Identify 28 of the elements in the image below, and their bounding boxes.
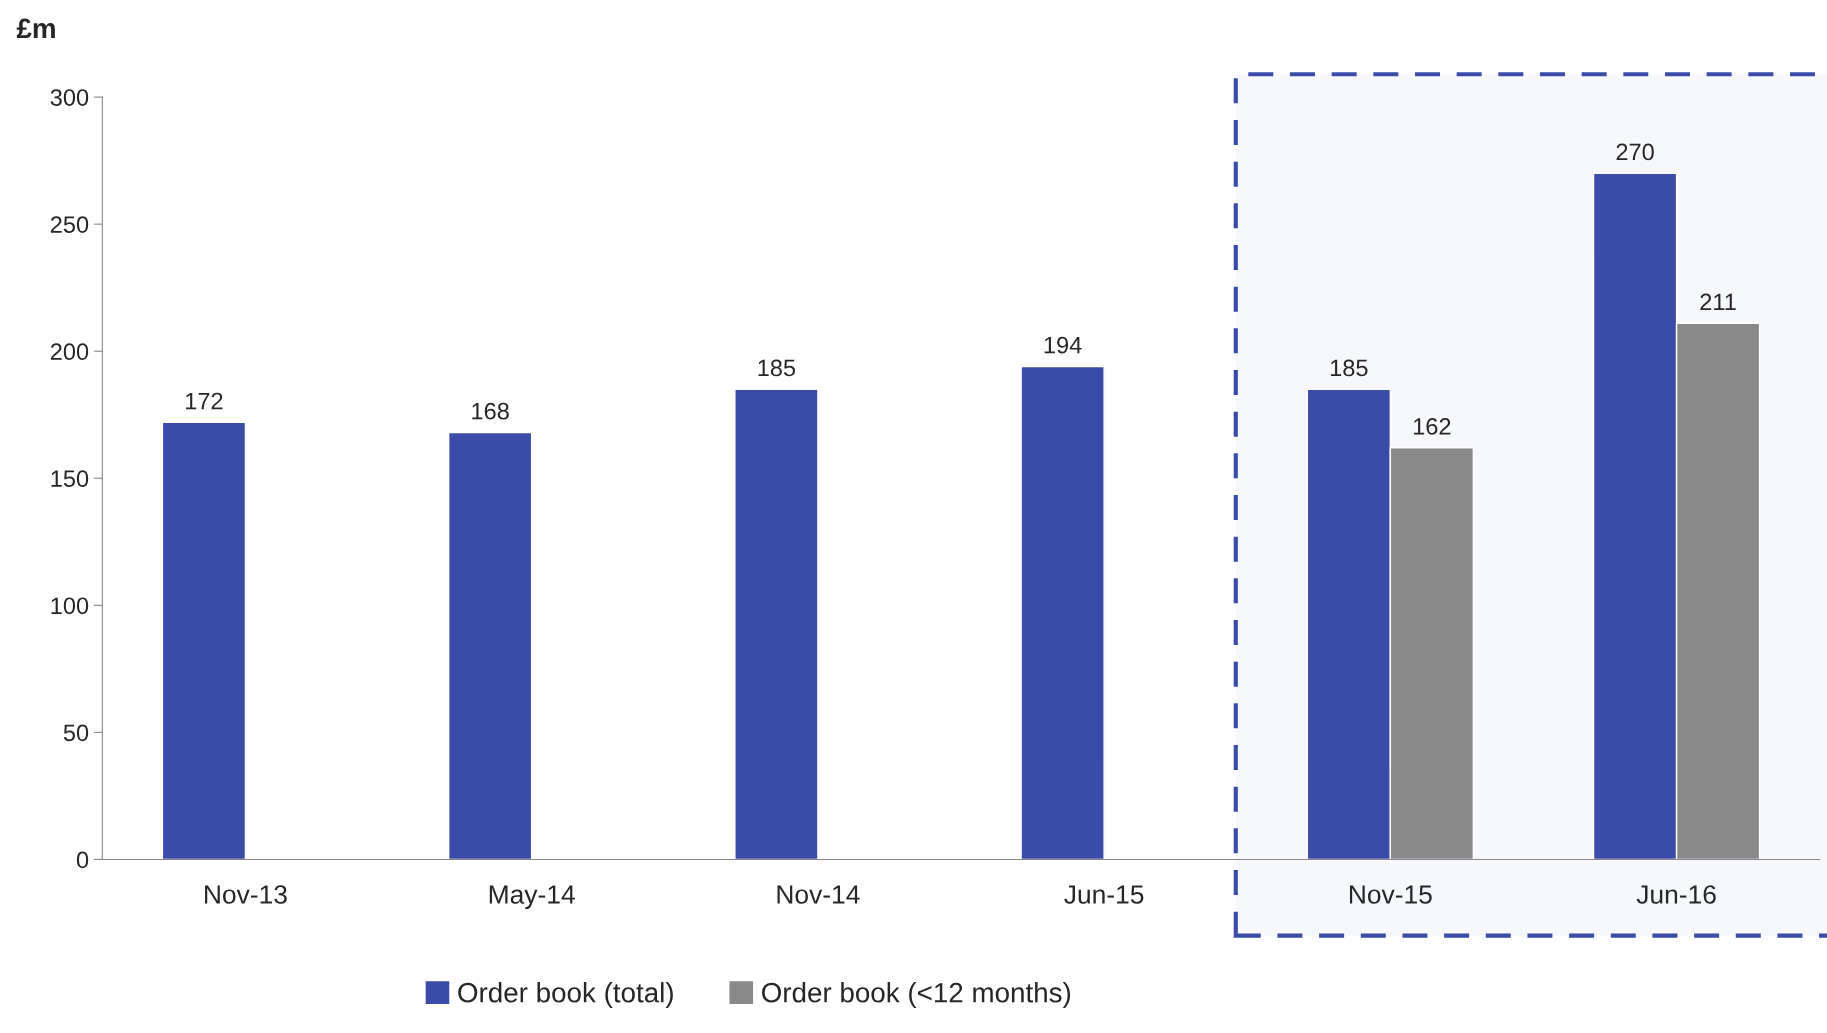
bar [1020,365,1105,860]
x-tick-label: Jun-15 [1064,885,1144,904]
data-label: 211 [1700,293,1736,311]
y-tick-label: 150 [51,470,89,488]
bar [734,388,819,860]
bar [161,421,247,860]
x-tick-label: Jun-16 [1636,885,1716,904]
x-tick-label: May-14 [489,885,575,910]
y-axis-title: £m [16,18,55,38]
data-label: 270 [1616,143,1654,161]
x-tick-label: Nov-14 [777,885,860,904]
data-label: 162 [1413,418,1451,435]
y-tick-label: 50 [63,724,89,742]
legend-label: Order book (<12 months) [762,982,1071,1008]
data-label: 185 [758,359,796,377]
x-tick-label: Nov-13 [205,885,287,904]
data-label: 172 [186,392,223,410]
y-tick-label: 0 [76,851,89,869]
data-label: 168 [472,402,509,420]
y-tick-label: 300 [50,89,89,106]
legend-label: Order book (total) [458,982,673,1008]
bar [447,431,533,860]
y-tick-label: 100 [51,597,89,615]
x-tick-label: Nov-15 [1349,885,1432,904]
data-label: 185 [1330,359,1368,377]
y-tick-label: 250 [50,216,89,233]
data-label: 194 [1044,336,1082,354]
y-tick-label: 200 [50,343,89,361]
